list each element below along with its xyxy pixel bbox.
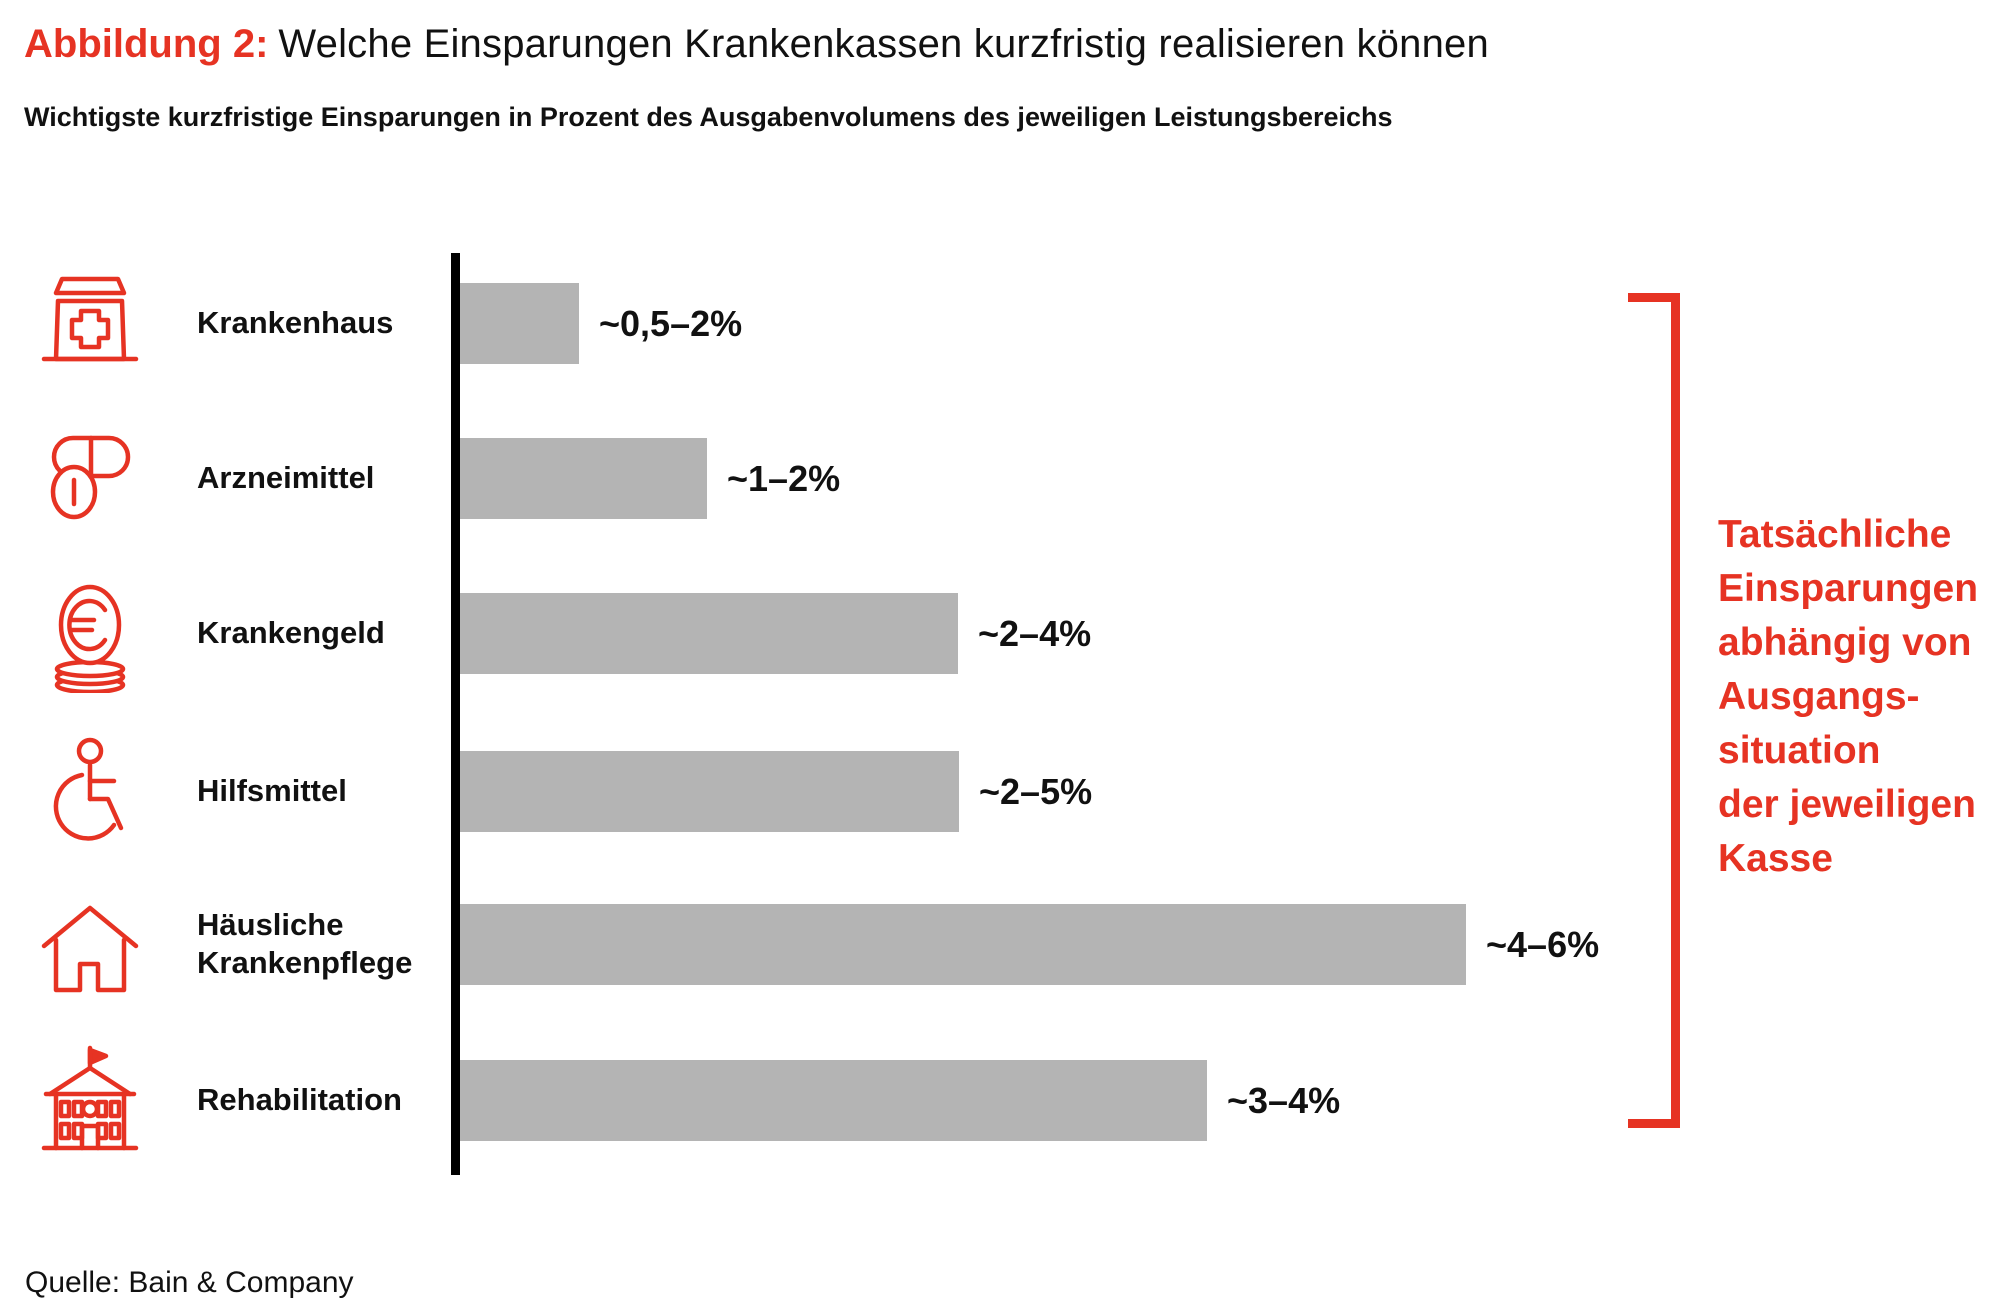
figure-title-row: Abbildung 2: Welche Einsparungen Krankenk… [24, 22, 1489, 67]
bar-krankenhaus [460, 283, 579, 364]
figure-label: Abbildung 2: [24, 22, 269, 66]
bar-value-krankengeld: ~2–4% [978, 612, 1092, 654]
bar-hilfsmittel [460, 751, 959, 832]
bar-row-rehabilitation: ~3–4% [460, 1060, 1880, 1141]
bar-rehabilitation [460, 1060, 1207, 1141]
category-label-krankenhaus: Krankenhaus [197, 305, 394, 341]
wheelchair-icon [28, 731, 152, 851]
bar-arzneimittel [460, 438, 707, 519]
figure-title: Welche Einsparungen Krankenkassen kurzfr… [278, 22, 1489, 66]
bar-row-arzneimittel: ~1–2% [460, 438, 1880, 519]
bar-krankengeld [460, 593, 958, 674]
clinic-building-icon [28, 1040, 152, 1160]
bar-row-krankengeld: ~2–4% [460, 593, 1880, 674]
bar-haeusliche-krankenpflege [460, 904, 1466, 985]
category-label-krankengeld: Krankengeld [197, 615, 385, 651]
bar-value-haeusliche-krankenpflege: ~4–6% [1486, 923, 1600, 965]
bracket-top-arm [1628, 293, 1680, 302]
house-icon [28, 884, 152, 1004]
bracket-annotation: Tatsächliche Einsparungen abhängig von A… [1718, 513, 1979, 880]
bar-value-krankenhaus: ~0,5–2% [599, 302, 743, 344]
category-label-arzneimittel: Arzneimittel [197, 460, 375, 496]
bracket-vertical-line [1671, 293, 1680, 1128]
bar-value-rehabilitation: ~3–4% [1227, 1079, 1341, 1121]
bracket-bottom-arm [1628, 1119, 1680, 1128]
figure-subtitle: Wichtigste kurzfristige Einsparungen in … [24, 102, 1393, 132]
category-label-hilfsmittel: Hilfsmittel [197, 773, 347, 809]
bar-value-hilfsmittel: ~2–5% [979, 770, 1093, 812]
first-aid-kit-icon [28, 263, 152, 383]
bar-row-krankenhaus: ~0,5–2% [460, 283, 1880, 364]
source-note: Quelle: Bain & Company [25, 1266, 354, 1299]
chart-axis-line [451, 253, 460, 1175]
bar-row-hilfsmittel: ~2–5% [460, 751, 1880, 832]
category-label-haeusliche-krankenpflege: Häusliche Krankenpflege [197, 907, 413, 980]
bar-row-haeusliche-krankenpflege: ~4–6% [460, 904, 1880, 985]
pills-icon [28, 418, 152, 538]
category-label-rehabilitation: Rehabilitation [197, 1082, 402, 1118]
euro-coins-icon [28, 573, 152, 693]
bar-value-arzneimittel: ~1–2% [727, 457, 841, 499]
